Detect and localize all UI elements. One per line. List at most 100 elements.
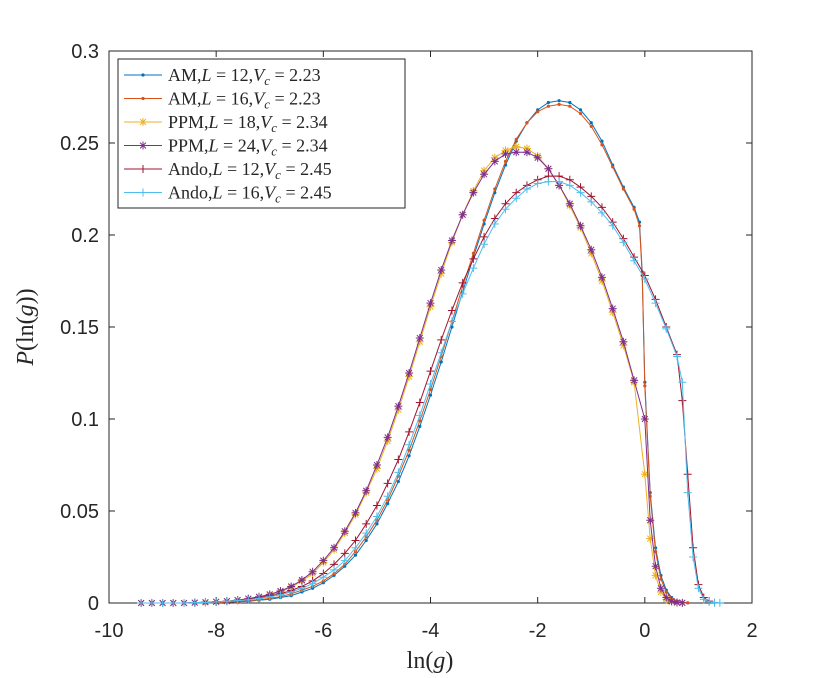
legend-label: PPM,L = 24,Vc = 2.34 xyxy=(168,136,328,159)
data-point xyxy=(308,567,317,576)
data-point xyxy=(672,598,681,607)
data-point xyxy=(646,516,655,525)
data-point xyxy=(458,289,467,298)
data-point xyxy=(437,348,446,357)
data-point xyxy=(651,299,660,308)
data-point xyxy=(600,139,604,143)
data-point xyxy=(632,207,636,211)
y-tick-label: 0.2 xyxy=(71,225,99,247)
x-tick-label: -8 xyxy=(207,620,225,642)
data-point xyxy=(450,325,454,329)
data-point xyxy=(190,598,199,607)
series-6 xyxy=(137,177,724,607)
data-point xyxy=(362,519,371,528)
data-point xyxy=(407,454,411,458)
data-point xyxy=(482,218,486,222)
series-line xyxy=(141,103,688,604)
data-point xyxy=(141,73,145,77)
x-axis-label: ln(g) xyxy=(407,648,454,674)
data-point xyxy=(351,508,360,517)
data-point xyxy=(375,522,379,526)
y-tick-label: 0.3 xyxy=(71,41,99,63)
data-point xyxy=(233,596,242,605)
data-point xyxy=(662,324,671,333)
data-point xyxy=(490,219,499,228)
data-point xyxy=(600,143,604,147)
data-point xyxy=(139,165,147,173)
data-point xyxy=(139,141,147,150)
data-point xyxy=(578,111,583,116)
data-point xyxy=(533,153,542,162)
data-point xyxy=(699,595,708,604)
data-point xyxy=(447,236,456,245)
data-point xyxy=(640,275,649,284)
data-point xyxy=(418,419,422,423)
data-point xyxy=(139,188,147,197)
data-point xyxy=(319,573,328,582)
legend-label: PPM,L = 18,Vc = 2.34 xyxy=(168,112,328,135)
data-point xyxy=(480,240,489,249)
data-point xyxy=(469,254,478,263)
data-point xyxy=(501,205,510,214)
data-point xyxy=(265,592,274,601)
data-point xyxy=(512,142,521,151)
legend-box xyxy=(117,58,406,209)
data-point xyxy=(415,334,424,343)
data-point xyxy=(201,598,210,607)
data-point xyxy=(439,360,443,364)
data-point xyxy=(415,398,424,407)
data-point xyxy=(565,199,574,208)
data-point xyxy=(276,590,285,599)
data-point xyxy=(426,367,435,376)
data-point xyxy=(678,598,687,607)
legend-entry: Ando,L = 12,Vc = 2.45 xyxy=(124,159,332,182)
data-point xyxy=(544,177,553,186)
data-point xyxy=(589,121,593,125)
data-point xyxy=(418,424,422,428)
y-tick-label: 0.05 xyxy=(60,501,99,523)
data-point xyxy=(683,470,692,479)
data-point xyxy=(469,264,478,273)
x-tick-label: 2 xyxy=(746,620,757,642)
data-point xyxy=(640,470,649,479)
legend-entry: AM,L = 16,Vc = 2.23 xyxy=(124,89,321,112)
data-point xyxy=(533,179,542,188)
x-tick-label: -10 xyxy=(95,620,124,642)
data-point xyxy=(212,597,221,606)
data-point xyxy=(608,304,617,313)
data-point xyxy=(678,396,687,405)
data-point xyxy=(683,488,692,497)
data-point xyxy=(619,337,628,346)
data-point xyxy=(608,221,617,230)
data-point xyxy=(437,335,446,344)
data-point xyxy=(490,157,499,166)
data-point xyxy=(678,378,687,387)
data-point xyxy=(394,402,403,411)
data-point xyxy=(694,584,703,593)
data-point xyxy=(158,599,167,607)
data-point xyxy=(428,387,433,392)
data-point xyxy=(137,599,146,607)
data-point xyxy=(525,121,529,125)
data-point xyxy=(589,124,593,129)
data-point xyxy=(319,556,328,565)
data-point xyxy=(222,597,231,606)
data-point xyxy=(480,170,489,179)
data-point xyxy=(308,579,317,588)
data-point xyxy=(428,393,433,397)
data-point xyxy=(147,599,156,607)
data-point xyxy=(662,593,671,602)
x-tick-label: 0 xyxy=(639,620,650,642)
legend-entry: AM,L = 12,Vc = 2.23 xyxy=(124,65,321,88)
data-point xyxy=(297,584,306,593)
data-point xyxy=(383,479,392,488)
data-point xyxy=(255,594,264,603)
data-point xyxy=(512,194,521,203)
data-point xyxy=(364,538,368,543)
x-tick-label: -6 xyxy=(314,620,332,642)
data-point xyxy=(469,188,478,197)
data-point xyxy=(597,208,606,217)
data-point xyxy=(330,565,339,574)
data-point xyxy=(557,99,561,103)
data-point xyxy=(394,455,403,464)
